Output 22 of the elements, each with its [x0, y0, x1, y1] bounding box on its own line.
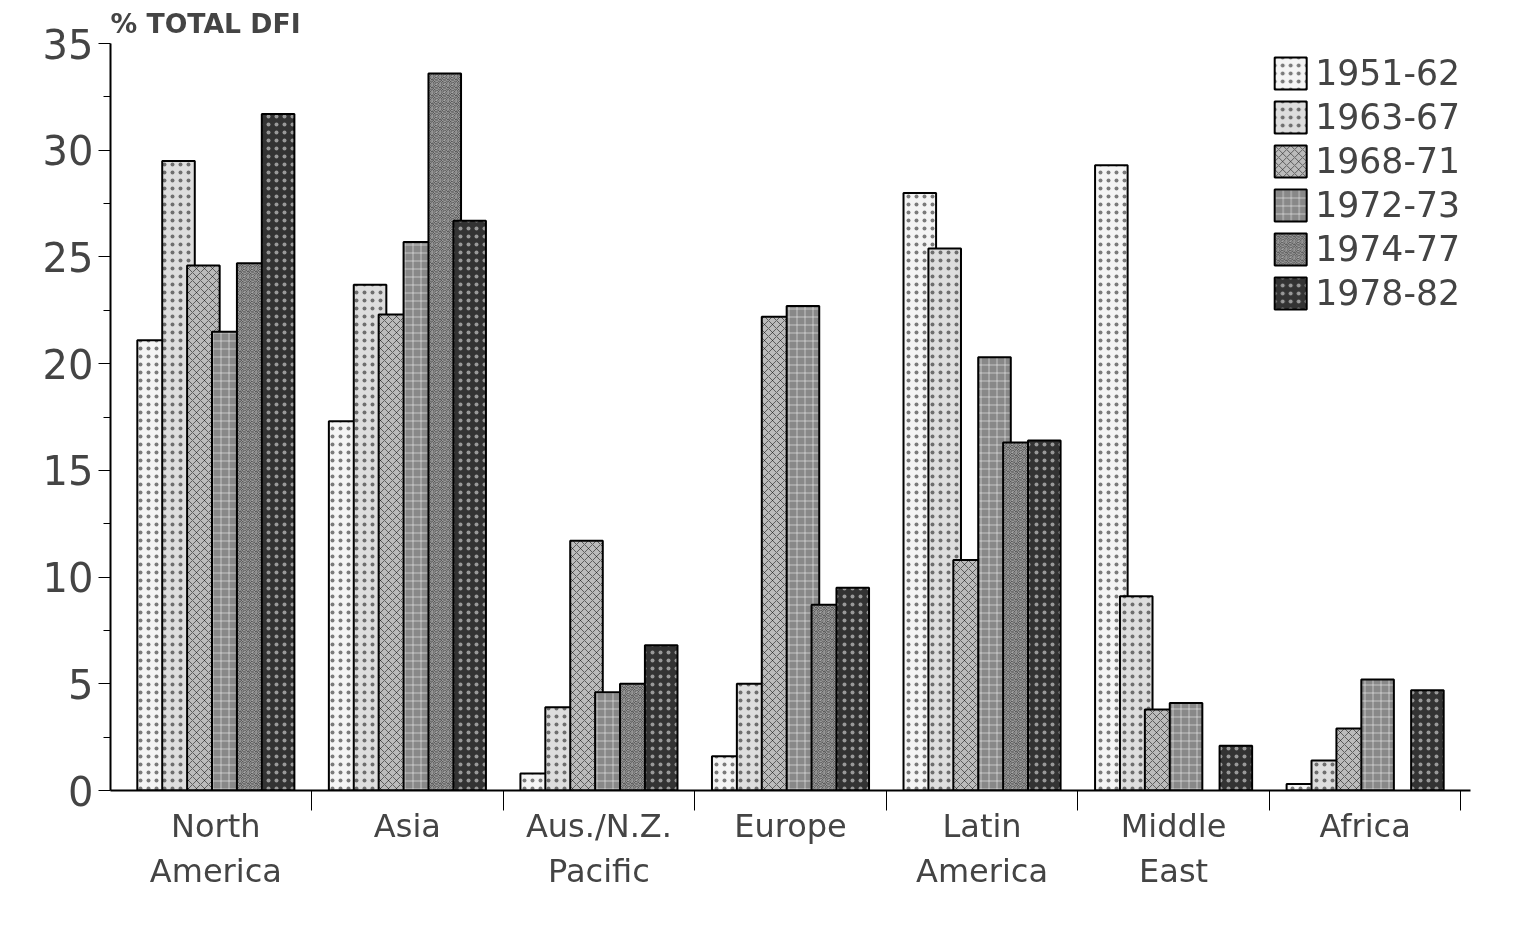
x-tick-label: North America	[149, 806, 282, 891]
y-tick-label: 0	[68, 768, 94, 815]
x-tick-label: Middle East	[1120, 806, 1227, 891]
x-tick-label: Asia	[373, 806, 441, 845]
y-tick-label: 20	[42, 341, 94, 388]
y-tick-label: 5	[68, 661, 94, 708]
legend-label: 1974-77	[1315, 229, 1460, 269]
y-tick-label: 25	[42, 234, 94, 281]
y-tick-label: 35	[42, 21, 94, 68]
y-tick-label: 15	[42, 448, 94, 495]
x-tick-label: Aus./N.Z. Pacific	[525, 806, 672, 891]
x-tick-label: Europe	[734, 806, 847, 845]
legend-label: 1951-62	[1315, 53, 1460, 93]
y-tick-label: 30	[42, 128, 94, 175]
legend-label: 1978-82	[1315, 273, 1460, 313]
legend-label: 1972-73	[1315, 185, 1460, 225]
legend-label: 1963-67	[1315, 97, 1460, 137]
y-axis-title: % TOTAL DFI	[110, 7, 301, 39]
x-tick-label: Africa	[1319, 806, 1411, 845]
legend-label: 1968-71	[1315, 141, 1460, 181]
x-tick-label: Latin America	[916, 806, 1049, 891]
y-tick-label: 10	[42, 555, 94, 602]
